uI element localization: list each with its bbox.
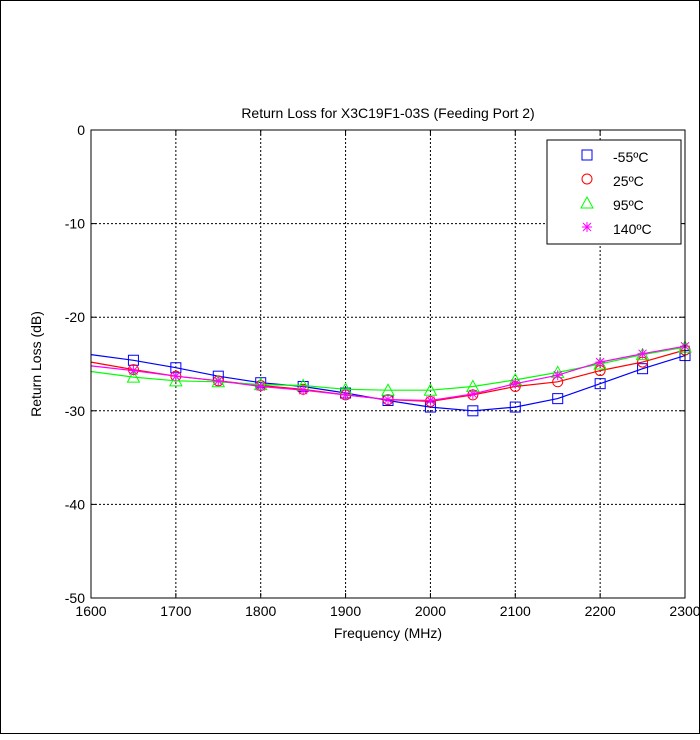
legend-marker [582,222,592,232]
data-point-marker [128,365,139,376]
legend-marker [581,149,593,161]
legend-label: 140ºC [613,221,652,237]
y-tick-label: -10 [65,216,85,232]
data-point-marker [467,388,478,399]
legend-item: -55ºC [581,149,648,165]
x-tick-label: 1900 [330,603,361,619]
data-point-marker [637,348,648,359]
y-tick-label: -40 [65,496,85,512]
x-tick-label: 2200 [585,603,616,619]
data-point-marker [509,401,521,413]
y-axis-label: Return Loss (dB) [28,311,44,417]
axis-ticks: 1600 1700 1800 1900 2000 2100 2200 2300 0 -10 -20 -… [65,122,700,619]
data-point-marker [169,373,183,387]
x-tick-label: 1600 [75,603,106,619]
x-tick-label: 1800 [245,603,276,619]
series-3 [90,341,690,406]
data-point-marker [127,354,139,366]
legend-marker [580,195,594,209]
data-point-marker [423,383,438,396]
legend-label: -55ºC [613,149,648,165]
y-tick-label: 0 [77,122,85,138]
data-point-marker [126,370,141,383]
plot-area-border [90,129,686,599]
x-tick-label: 2100 [500,603,531,619]
legend-label: 95ºC [613,197,644,213]
data-point-marker [170,371,181,382]
series-layer [90,340,692,417]
chart-title: Return Loss for X3C19F1-03S (Feeding Por… [241,105,534,121]
y-tick-label: -30 [65,403,85,419]
data-point-marker [383,394,393,405]
data-point-marker [298,385,309,396]
data-point-marker [594,378,606,390]
data-point-marker [467,405,479,417]
data-point-marker [595,357,606,368]
data-point-marker [510,378,521,389]
data-point-marker [213,375,224,386]
data-point-marker [255,381,266,392]
legend-marker [581,173,593,185]
legend-item: 25ºC [581,173,644,189]
x-tick-label: 1700 [160,603,191,619]
x-tick-label: 2300 [669,603,700,619]
data-point-marker [425,395,436,406]
data-point-marker [340,389,351,400]
y-tick-label: -50 [65,590,85,606]
legend-item: 95ºC [580,195,644,213]
legend: -55ºC 25ºC 95ºC 140ºC [546,139,682,245]
legend-label: 25ºC [613,173,644,189]
legend-box [546,139,682,245]
x-axis-label: Frequency (MHz) [334,625,442,641]
data-point-marker [552,370,563,381]
data-point-marker [637,363,649,375]
data-point-marker [552,393,564,405]
x-tick-label: 2000 [415,603,446,619]
legend-item: 140ºC [582,221,652,237]
y-tick-label: -20 [65,309,85,325]
